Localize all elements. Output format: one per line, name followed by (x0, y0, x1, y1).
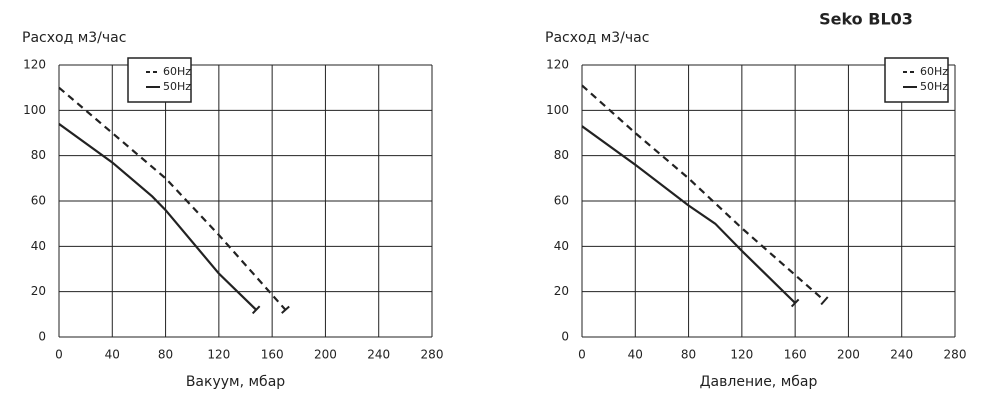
y-tick-label: 120 (546, 58, 569, 72)
legend-label: 60Hz (920, 65, 948, 78)
y-tick-label: 80 (554, 148, 569, 162)
y-tick-label: 40 (31, 239, 46, 253)
end-marker (251, 305, 261, 315)
x-axis-label: Вакуум, мбар (186, 374, 285, 390)
series-line (58, 86, 287, 311)
page-title: Seko BL03 (819, 10, 913, 29)
end-marker (820, 296, 829, 306)
x-axis-label: Давление, мбар (700, 374, 818, 390)
x-tick-label: 280 (421, 348, 444, 362)
x-tick-label: 240 (367, 348, 390, 362)
y-tick-label: 20 (554, 284, 569, 298)
end-marker (790, 298, 800, 308)
series-line (581, 84, 826, 302)
y-tick-label: 120 (23, 58, 46, 72)
y-tick-label: 80 (31, 148, 46, 162)
x-tick-label: 280 (944, 348, 967, 362)
y-tick-label: 40 (554, 239, 569, 253)
x-tick-label: 200 (314, 348, 337, 362)
legend-label: 50Hz (163, 80, 191, 93)
y-tick-label: 100 (23, 103, 46, 117)
x-tick-label: 80 (681, 348, 696, 362)
y-tick-label: 60 (31, 194, 46, 208)
y-tick-label: 100 (546, 103, 569, 117)
x-tick-label: 160 (784, 348, 807, 362)
x-tick-label: 120 (730, 348, 753, 362)
y-tick-label: 20 (31, 284, 46, 298)
x-tick-label: 240 (890, 348, 913, 362)
x-tick-label: 200 (837, 348, 860, 362)
x-tick-label: 80 (158, 348, 173, 362)
series-line (58, 123, 257, 311)
legend-box (884, 57, 949, 103)
x-tick-label: 0 (578, 348, 586, 362)
end-marker (281, 305, 290, 314)
legend-box (127, 57, 192, 103)
y-axis-label: Расход м3/час (22, 30, 126, 46)
y-axis-label: Расход м3/час (545, 30, 649, 46)
x-tick-label: 120 (207, 348, 230, 362)
x-tick-label: 40 (105, 348, 120, 362)
y-tick-label: 0 (38, 330, 46, 344)
series-line (581, 125, 796, 304)
y-tick-label: 60 (554, 194, 569, 208)
x-tick-label: 0 (55, 348, 63, 362)
x-tick-label: 40 (628, 348, 643, 362)
legend-label: 50Hz (920, 80, 948, 93)
y-tick-label: 0 (561, 330, 569, 344)
legend-label: 60Hz (163, 65, 191, 78)
x-tick-label: 160 (261, 348, 284, 362)
